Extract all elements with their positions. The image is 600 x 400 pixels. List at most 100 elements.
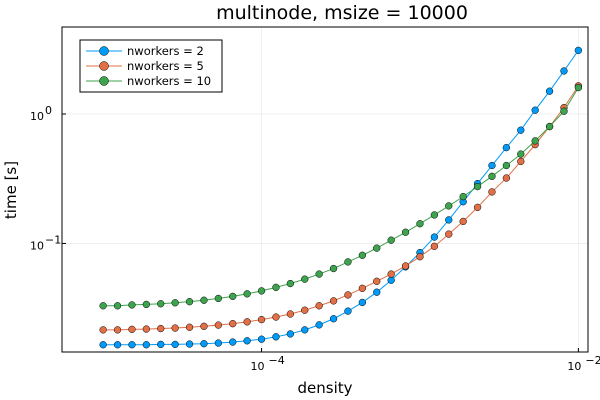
- series-nworkers-2: [99, 46, 583, 349]
- data-point: [344, 307, 352, 315]
- data-point: [416, 253, 424, 261]
- series: [99, 46, 583, 349]
- data-point: [171, 340, 179, 349]
- data-point: [329, 264, 338, 273]
- data-point: [387, 236, 395, 244]
- data-point: [171, 324, 179, 332]
- data-point: [358, 298, 367, 307]
- data-point: [200, 340, 208, 348]
- data-point: [214, 321, 223, 329]
- data-point: [502, 143, 511, 152]
- data-point: [157, 340, 165, 349]
- data-point: [315, 302, 323, 310]
- data-point: [286, 310, 295, 318]
- data-point: [185, 323, 194, 331]
- series-nworkers-10: [99, 83, 583, 310]
- data-point: [229, 338, 237, 346]
- data-point: [315, 270, 323, 278]
- data-point: [301, 275, 309, 283]
- data-point: [301, 326, 309, 334]
- series-line: [103, 50, 579, 346]
- data-point: [445, 230, 453, 238]
- y-tick-label: 10: [30, 239, 44, 252]
- data-point: [315, 321, 323, 329]
- chart-title: multinode, msize = 10000: [216, 2, 468, 24]
- data-point: [531, 106, 539, 114]
- data-point: [99, 302, 107, 310]
- y-tick-exponent: −1: [45, 233, 61, 246]
- data-point: [257, 315, 266, 324]
- data-point: [99, 326, 107, 334]
- data-point: [488, 188, 496, 196]
- data-point: [128, 341, 136, 349]
- data-point: [113, 326, 122, 334]
- data-point: [517, 150, 525, 158]
- data-point: [286, 279, 295, 288]
- data-point: [445, 216, 453, 224]
- data-point: [401, 228, 410, 236]
- data-point: [243, 290, 251, 298]
- y-axis-label: time [s]: [2, 161, 20, 219]
- data-point: [358, 251, 367, 259]
- data-point: [157, 324, 165, 333]
- data-point: [545, 122, 554, 131]
- legend-marker: [99, 61, 109, 71]
- data-point: [243, 318, 251, 326]
- y-tick-exponent: 0: [45, 104, 52, 117]
- series-nworkers-5: [99, 82, 583, 334]
- legend-entry-label: nworkers = 2: [127, 44, 204, 58]
- data-point: [373, 288, 381, 296]
- data-point: [200, 322, 208, 330]
- data-point: [517, 157, 525, 166]
- data-point: [344, 258, 352, 266]
- data-point: [214, 339, 223, 347]
- data-point: [128, 301, 136, 309]
- legend-marker: [99, 46, 109, 56]
- data-point: [430, 242, 439, 250]
- data-point: [445, 202, 453, 210]
- data-point: [473, 182, 482, 191]
- legend-entry-label: nworkers = 5: [127, 59, 204, 73]
- data-point: [171, 299, 179, 307]
- data-point: [344, 291, 352, 299]
- data-point: [329, 315, 338, 323]
- data-point: [229, 292, 237, 301]
- data-point: [272, 283, 280, 291]
- data-point: [257, 287, 266, 295]
- data-point: [200, 296, 208, 304]
- series-line: [103, 85, 579, 331]
- data-point: [560, 107, 568, 115]
- data-point: [473, 203, 482, 212]
- series-line: [103, 87, 579, 307]
- data-point: [229, 320, 237, 328]
- data-point: [488, 172, 496, 180]
- data-point: [531, 137, 539, 145]
- data-point: [243, 337, 251, 345]
- data-point: [272, 333, 280, 341]
- data-point: [416, 220, 424, 228]
- data-point: [387, 276, 395, 284]
- legend-entry-label: nworkers = 10: [127, 74, 211, 88]
- legend-marker: [99, 76, 109, 86]
- data-point: [373, 277, 381, 285]
- x-tick-label: 10: [567, 360, 581, 373]
- data-point: [430, 233, 439, 241]
- data-point: [286, 330, 295, 338]
- data-point: [185, 298, 194, 306]
- data-point: [157, 300, 165, 308]
- data-point: [257, 335, 266, 343]
- data-point: [430, 211, 439, 219]
- data-point: [574, 46, 583, 55]
- data-point: [329, 297, 338, 305]
- data-point: [358, 284, 367, 292]
- data-point: [488, 161, 496, 170]
- data-point: [517, 126, 525, 134]
- data-point: [128, 325, 136, 333]
- grid: [62, 27, 588, 352]
- data-point: [142, 341, 150, 349]
- x-tick-exponent: −4: [269, 354, 285, 367]
- data-point: [142, 300, 150, 309]
- data-point: [301, 306, 309, 314]
